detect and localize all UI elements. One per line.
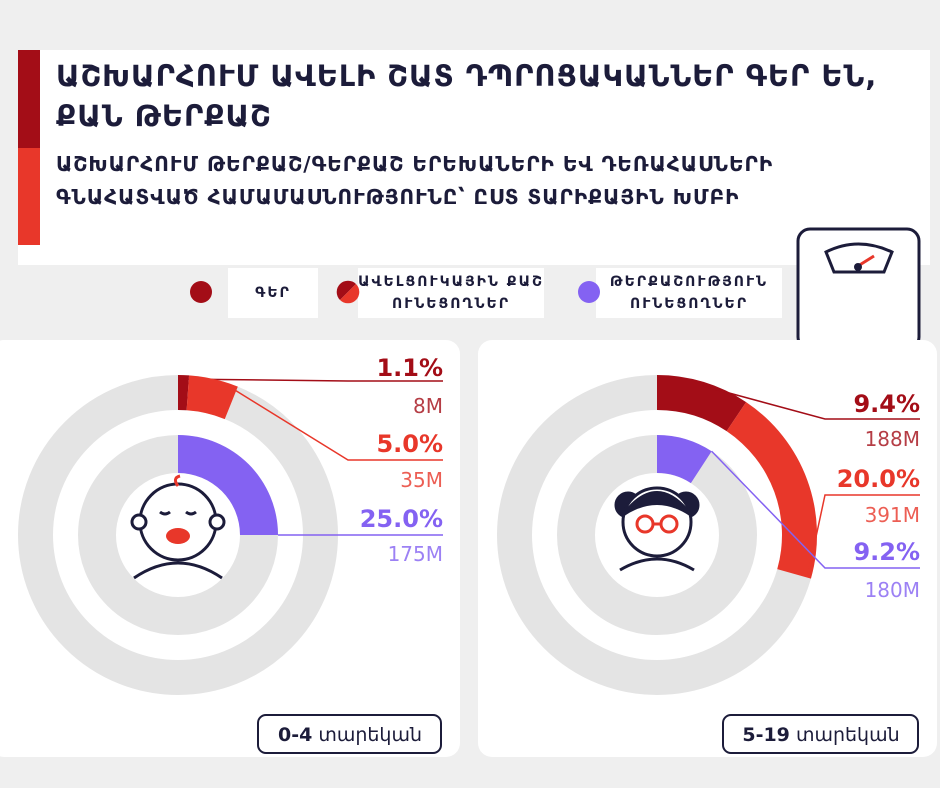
panel — [0, 340, 460, 757]
age-label: 0-4 տարեկան — [278, 724, 422, 746]
count-label: 35M — [400, 468, 443, 492]
value-label: 9.2% — [853, 538, 920, 566]
ring-track — [78, 435, 278, 635]
leader-line — [233, 388, 443, 461]
legend-dot — [190, 281, 212, 303]
title: ԱՇԽԱՐՀՈՒՄ ԱՎԵԼԻ ՇԱՏ ԴՊՐՈՑԱԿԱՆՆԵՐ ԳԵՐ ԵՆ,… — [56, 59, 878, 133]
ring-track — [18, 375, 338, 695]
leader-line — [807, 494, 920, 575]
donut-segment — [178, 435, 278, 535]
pacifier — [166, 528, 190, 544]
donut-segment — [178, 375, 190, 411]
glasses — [635, 514, 679, 534]
donut-segment — [726, 402, 817, 579]
legend-dot — [340, 284, 360, 304]
donut-segment — [186, 375, 238, 420]
accent-bar — [18, 50, 40, 148]
age-range: 5-19 — [742, 724, 790, 746]
legend-label: ԳԵՐ — [228, 268, 318, 318]
age-label: 5-19 տարեկան — [742, 724, 899, 746]
age-pill — [257, 714, 442, 754]
header: ԱՇԽԱՐՀՈՒՄ ԱՎԵԼԻ ՇԱՏ ԴՊՐՈՑԱԿԱՆՆԵՐ ԳԵՐ ԵՆ,… — [18, 50, 930, 265]
value-label: 9.4% — [853, 390, 920, 418]
age-unit: տարեկան — [318, 724, 422, 746]
age-pill — [722, 714, 919, 754]
baby-icon — [130, 474, 226, 580]
value-label: 25.0% — [360, 505, 443, 533]
leader-line — [702, 385, 920, 420]
value-label: 20.0% — [837, 465, 920, 493]
subtitle: ԱՇԽԱՐՀՈՒՄ ԹԵՐՔԱՇ/ԳԵՐՔԱՇ ԵՐԵԽԱՆԵՐԻ ԵՎ ԴԵՌ… — [56, 152, 774, 209]
leader-line — [711, 450, 920, 569]
ring-track — [497, 375, 817, 695]
donut-segment — [657, 375, 747, 432]
legend-dot — [336, 280, 356, 300]
donut-segment — [657, 435, 712, 484]
count-label: 391M — [865, 503, 920, 527]
legend-label: ԱՎԵԼՑՈՒԿԱՅԻՆ ՔԱՇ ՈՒՆԵՑՈՂՆԵՐ — [358, 268, 544, 318]
legend-label: ԹԵՐՔԱՇՈՒԹՅՈՒՆ ՈՒՆԵՑՈՂՆԵՐ — [596, 268, 782, 318]
accent-bar — [18, 148, 40, 245]
girl-icon — [614, 486, 700, 572]
count-label: 188M — [865, 427, 920, 451]
ring-track — [557, 435, 757, 635]
value-label: 5.0% — [376, 430, 443, 458]
panel — [478, 340, 937, 757]
age-range: 0-4 — [278, 724, 312, 746]
count-label: 175M — [388, 542, 443, 566]
count-label: 180M — [865, 578, 920, 602]
count-label: 8M — [413, 394, 443, 418]
age-unit: տարեկան — [796, 724, 900, 746]
leader-line — [183, 378, 443, 382]
value-label: 1.1% — [376, 354, 443, 382]
